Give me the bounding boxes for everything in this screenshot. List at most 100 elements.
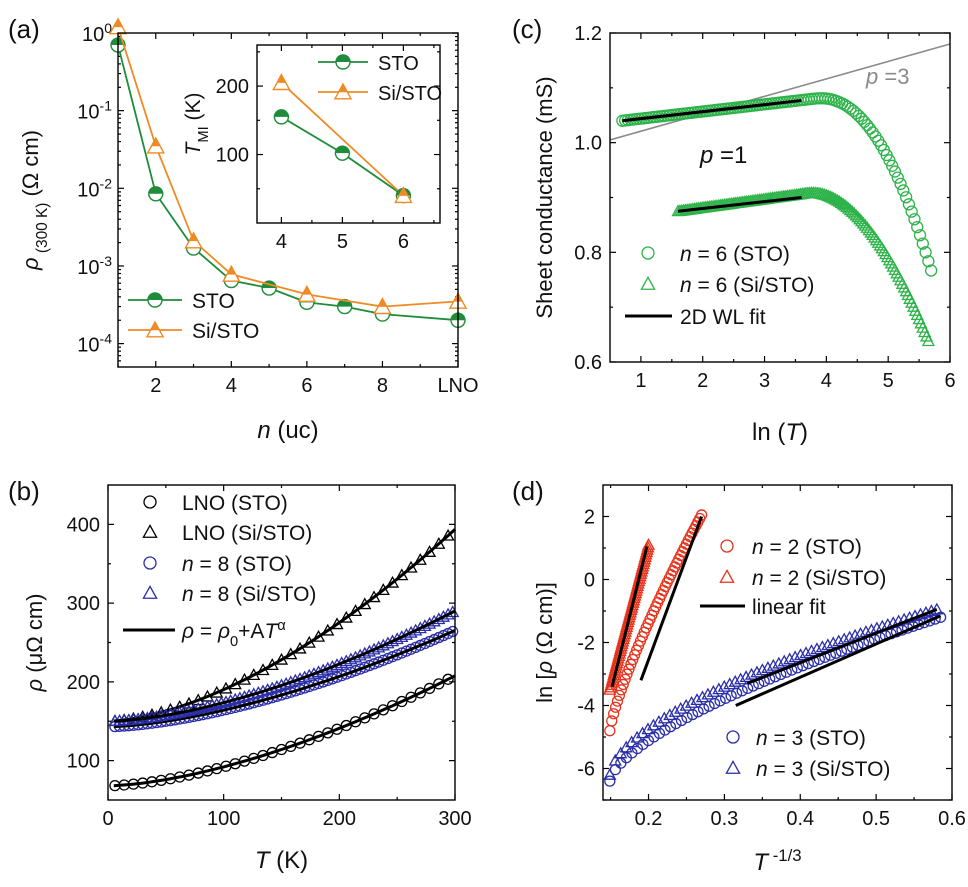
data-point xyxy=(679,698,693,711)
data-point xyxy=(646,718,661,731)
legend-marker xyxy=(335,54,351,70)
inset-y-axis-label: TMI (K) xyxy=(182,93,212,156)
data-point xyxy=(908,213,921,226)
x-tick-label: 0.2 xyxy=(635,808,663,830)
data-point xyxy=(659,724,671,736)
marker-fill xyxy=(189,232,198,242)
data-point xyxy=(668,704,682,717)
data-point xyxy=(447,625,459,638)
fit-line xyxy=(735,614,942,707)
data-point xyxy=(681,711,693,724)
legend-label: n = 2 (Si/STO) xyxy=(752,567,886,590)
legend: STO Si/STO xyxy=(128,290,259,343)
inset-line-sio xyxy=(280,82,405,197)
legend-marker xyxy=(720,539,734,553)
fit-line-sio xyxy=(677,196,802,213)
x-tick-label: 6 xyxy=(398,231,409,253)
plot-frame xyxy=(609,32,951,363)
marker-fill xyxy=(274,109,289,117)
data-point xyxy=(184,231,203,249)
annotation-p1: p =1 xyxy=(699,142,747,169)
legend-marker xyxy=(142,524,158,538)
data-point xyxy=(916,237,929,250)
x-tick-label: 0.3 xyxy=(710,808,738,830)
plot-frame xyxy=(602,484,953,801)
legend-marker xyxy=(333,82,353,100)
data-point xyxy=(606,715,618,727)
data-point xyxy=(810,642,824,655)
inset-point xyxy=(273,109,290,125)
panel-d-chart: 0.2 0.3 0.4 0.5 0.6 -6 -4 -2 0 2 T -1/3 ln [ρ (Ω cm… xyxy=(532,484,966,876)
legend-marker xyxy=(725,760,741,774)
panel-label-c: (c) xyxy=(512,14,542,44)
data-point xyxy=(897,612,911,625)
x-tick-label: 4 xyxy=(276,231,287,253)
y-tick-label: 1.2 xyxy=(574,23,602,45)
marker-fill xyxy=(336,55,350,62)
data-point xyxy=(706,685,720,697)
x-tick-label: 4 xyxy=(226,375,237,397)
data-point xyxy=(664,721,677,733)
fit-line-sto xyxy=(622,98,802,123)
legend-label: n = 8 (STO) xyxy=(182,553,292,576)
y-tick-label: 1.0 xyxy=(574,133,602,155)
legend-label: Si/STO xyxy=(378,83,442,105)
data-point xyxy=(703,700,715,712)
data-point xyxy=(863,122,877,135)
data-point xyxy=(766,658,780,671)
legend-marker xyxy=(641,246,655,260)
data-point xyxy=(712,682,726,695)
panel-label-d: (d) xyxy=(512,476,544,506)
x-tick-label: 200 xyxy=(323,808,356,830)
data-point xyxy=(919,246,932,259)
data-point xyxy=(686,708,699,721)
data-point xyxy=(611,695,624,707)
data-point xyxy=(701,687,715,700)
x-axis-label: T (K) xyxy=(255,847,308,874)
marker-fill xyxy=(148,186,163,194)
y-axis-label: ρ (300 K) (Ω cm) xyxy=(18,130,51,271)
fit-line-3 xyxy=(113,609,456,723)
x-tick-label: 6 xyxy=(944,370,955,392)
data-point xyxy=(396,695,408,708)
legend-marker xyxy=(719,569,735,583)
y-tick-label: 100 xyxy=(82,20,112,46)
marker-fill xyxy=(399,187,408,196)
legend-marker xyxy=(142,585,158,599)
data-point xyxy=(913,229,927,242)
data-point xyxy=(804,644,819,657)
data-point xyxy=(405,691,417,703)
marker-fill xyxy=(151,138,160,147)
legend: n = 6 (STO) n = 6 (Si/STO) 2D WL fit xyxy=(625,243,814,329)
x-axis-label: n (uc) xyxy=(257,417,318,444)
legend-marker xyxy=(143,556,157,570)
legend-marker xyxy=(726,730,740,744)
data-point xyxy=(423,682,436,695)
data-point xyxy=(608,753,622,766)
y-tick-label: 100 xyxy=(67,751,100,773)
data-point xyxy=(648,731,660,743)
data-point xyxy=(623,663,635,675)
data-point xyxy=(657,711,671,724)
legend-label: n = 3 (Si/STO) xyxy=(756,758,890,781)
data-point xyxy=(613,689,626,702)
y-tick-label: 200 xyxy=(67,672,100,694)
marker-fill xyxy=(378,298,387,307)
data-point xyxy=(902,610,917,623)
data-point xyxy=(730,687,743,699)
inset-point xyxy=(394,186,413,204)
data-point xyxy=(614,746,628,759)
legend: LNO (STO) LNO (Si/STO) n = 8 (STO) n = 8 (S… xyxy=(123,492,316,650)
data-point xyxy=(891,171,904,184)
data-point xyxy=(359,712,371,724)
x-tick-label: 0.4 xyxy=(786,808,814,830)
y-axis-label: Sheet conductance (mS) xyxy=(532,76,557,318)
data-point xyxy=(433,678,445,690)
legend-marker xyxy=(147,292,163,308)
data-point xyxy=(108,17,128,35)
y-tick-label: 10-2 xyxy=(77,175,112,201)
data-point xyxy=(386,700,399,712)
data-point xyxy=(146,136,166,154)
